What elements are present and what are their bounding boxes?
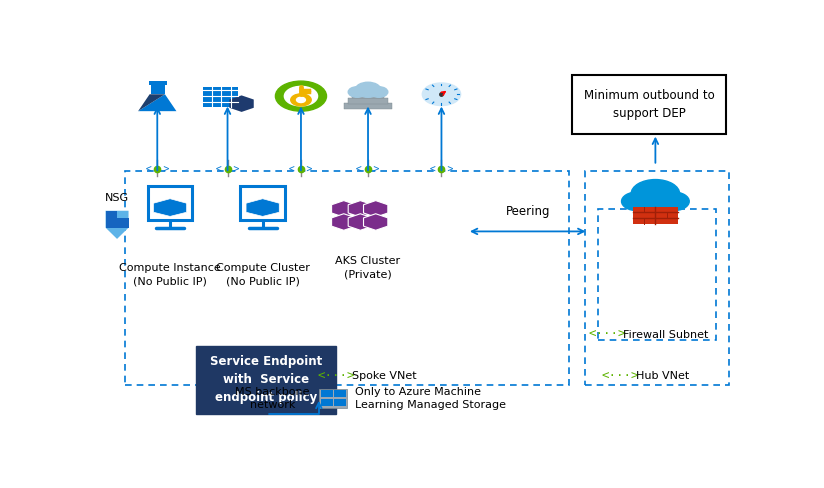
Circle shape: [284, 86, 317, 106]
Text: <···>: <···>: [602, 369, 639, 383]
Bar: [321, 399, 333, 406]
Text: Only to Azure Machine
Learning Managed Storage: Only to Azure Machine Learning Managed S…: [355, 387, 506, 410]
Bar: [319, 389, 347, 408]
Circle shape: [297, 97, 306, 102]
Text: Hub VNet: Hub VNet: [636, 371, 690, 381]
Polygon shape: [349, 214, 372, 230]
Bar: [204, 87, 238, 107]
Text: <  >: < >: [210, 163, 246, 174]
Polygon shape: [363, 214, 388, 230]
Bar: [149, 81, 166, 85]
Text: Spoke VNet: Spoke VNet: [352, 371, 417, 381]
Circle shape: [275, 81, 326, 111]
Text: Compute Instance
(No Public IP): Compute Instance (No Public IP): [119, 264, 221, 286]
Text: Service Endpoint
with  Service
endpoint policy: Service Endpoint with Service endpoint p…: [210, 355, 322, 405]
Text: <···>: <···>: [588, 328, 626, 341]
Circle shape: [422, 83, 461, 105]
Circle shape: [621, 192, 653, 211]
Bar: [147, 186, 192, 220]
Circle shape: [370, 87, 388, 97]
Polygon shape: [331, 214, 356, 230]
Polygon shape: [229, 95, 254, 112]
Text: <  >: < >: [283, 163, 319, 174]
Bar: [631, 196, 680, 208]
Text: MS backbone
network: MS backbone network: [235, 386, 310, 410]
Text: Minimum outbound to
support DEP: Minimum outbound to support DEP: [583, 89, 714, 120]
Text: <  >: < >: [139, 163, 175, 174]
Bar: [125, 171, 569, 386]
Bar: [321, 390, 333, 398]
Circle shape: [417, 80, 466, 108]
Polygon shape: [117, 218, 129, 227]
Polygon shape: [153, 199, 187, 216]
Text: <···>: <···>: [317, 369, 355, 383]
Text: Firewall Subnet: Firewall Subnet: [624, 330, 709, 340]
Circle shape: [291, 94, 311, 106]
Text: AKS Cluster
(Private): AKS Cluster (Private): [335, 256, 400, 279]
Text: <  >: < >: [424, 163, 459, 174]
Polygon shape: [138, 94, 165, 111]
Text: <  >: < >: [350, 163, 386, 174]
Polygon shape: [363, 201, 388, 217]
Bar: [573, 76, 726, 134]
Bar: [598, 209, 716, 341]
Bar: [151, 85, 165, 94]
Bar: [348, 98, 388, 103]
Circle shape: [658, 192, 689, 211]
Circle shape: [631, 180, 680, 208]
Bar: [585, 171, 728, 386]
Text: NSG: NSG: [105, 193, 129, 203]
Polygon shape: [331, 201, 356, 217]
Circle shape: [349, 87, 366, 97]
Bar: [335, 399, 346, 406]
Polygon shape: [246, 199, 279, 216]
Polygon shape: [349, 201, 372, 217]
Bar: [241, 186, 285, 220]
Text: Peering: Peering: [505, 205, 550, 218]
Bar: [633, 206, 677, 224]
Polygon shape: [138, 94, 176, 111]
Text: Compute Cluster
(No Public IP): Compute Cluster (No Public IP): [216, 264, 310, 286]
Polygon shape: [105, 211, 117, 227]
Bar: [344, 103, 392, 109]
Circle shape: [355, 82, 381, 97]
Bar: [335, 390, 346, 398]
Polygon shape: [105, 211, 129, 239]
Bar: [195, 346, 336, 414]
Bar: [352, 92, 384, 98]
